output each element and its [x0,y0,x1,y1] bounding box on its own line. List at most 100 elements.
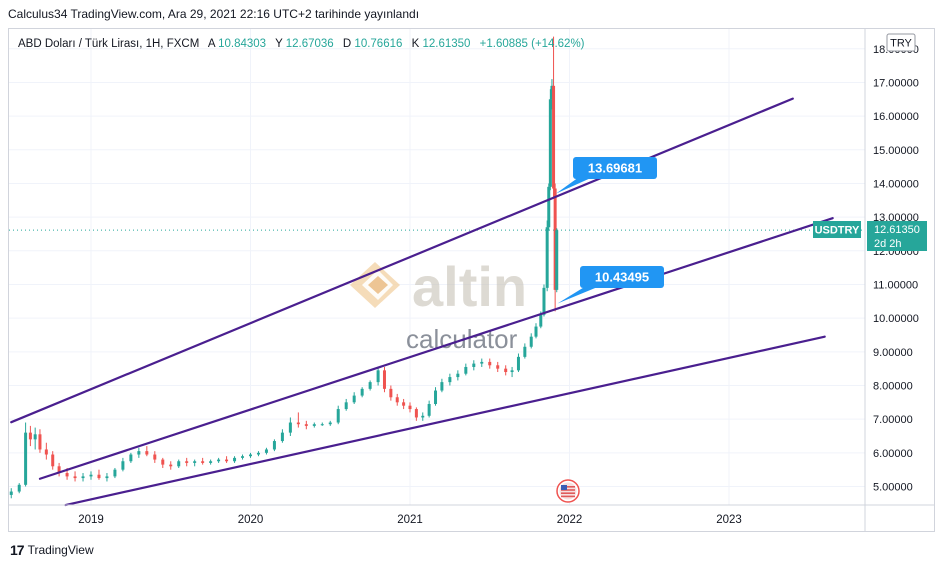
candle-body [402,402,406,406]
candle-body [28,432,32,440]
chart-frame [8,28,935,532]
low-value: 10.76616 [354,38,402,50]
candle-body [185,461,189,463]
candle-body [395,397,399,403]
footer-logo[interactable]: 17 TradingView [10,542,94,558]
candle-body [523,346,527,357]
candle-body [73,476,77,479]
candle-body [539,314,543,327]
candle-body [44,449,48,455]
candle-body [389,388,393,398]
callout-pointer [557,286,600,304]
candle-body [193,461,197,463]
watermark-brand: altin [412,255,527,318]
candle-body [480,361,484,364]
candle-body [427,404,431,416]
candle-body [352,395,356,403]
candle-body [9,491,13,495]
callout-box [580,266,664,288]
symbol-legend: ABD Doları / Türk Lirası, 1H, FXCM A 10.… [18,38,585,50]
candle-body [177,461,181,467]
price-callout: 10.43495 [557,266,664,304]
x-tick-label: 2023 [716,514,742,526]
candle-body [496,365,500,369]
y-tick-label: 5.00000 [873,482,913,494]
candle-body [38,434,42,450]
candle-body [344,402,348,410]
candle-body [89,474,93,477]
candle-body [280,432,284,442]
trendline [10,97,794,424]
candle-body [264,449,268,453]
x-tick-label: 2019 [78,514,104,526]
candle-body [336,409,340,423]
candle-body [464,366,468,374]
tradingview-logo-icon: 17 [10,542,25,558]
candle-body [201,461,205,463]
low-label: D [343,38,351,50]
y-tick-label: 16.00000 [873,111,919,123]
callout-label: 10.43495 [595,270,649,285]
candle-body [97,474,101,479]
y-tick-label: 10.00000 [873,313,919,325]
high-value: 12.67036 [286,38,334,50]
candle-body [81,476,85,479]
callout-label: 13.69681 [588,161,642,176]
candle-body [368,382,372,389]
candle-body [434,390,438,405]
candle-body [105,476,109,479]
candle-body [296,422,300,425]
candle-body [328,422,332,425]
symbol-name: ABD Doları / Türk Lirası, 1H, FXCM [18,38,199,50]
y-tick-label: 7.00000 [873,414,913,426]
candle-body [529,336,533,347]
candle-body [382,370,386,389]
altin-logo-icon [350,262,400,308]
candle-body [217,459,221,462]
candle-body [456,373,460,378]
candle-body [320,424,324,426]
close-label: K [412,38,420,50]
candle-body [113,469,117,477]
candle-body [414,409,418,418]
candle-body [421,415,425,418]
candle-body [33,434,37,440]
candle-body [408,405,412,410]
callout-pointer [555,177,593,194]
candle-body [57,466,61,474]
y-tick-label: 15.00000 [873,145,919,157]
candle-body [440,382,444,391]
candle-body [51,454,55,467]
last-price-badge: USDTRY 12.61350 2d 2h [813,221,927,251]
trendlines-layer [10,97,834,507]
currency-button[interactable]: TRY [886,33,916,52]
candle-body [547,186,551,228]
x-tick-label: 2021 [397,514,423,526]
candle-body [516,356,520,371]
event-marker-us-flag-icon[interactable] [556,479,580,503]
candle-body [137,451,141,455]
candle-body [504,368,508,373]
candle-body [225,459,229,462]
candle-body [510,370,514,373]
candle-body [161,459,165,465]
candle-body [241,456,245,458]
candle-body [272,441,276,450]
candle-body [24,432,28,485]
x-tick-label: 2020 [238,514,264,526]
open-label: A [208,38,216,50]
last-price-value: 12.61350 [874,224,920,236]
candle-body [472,363,476,367]
currency-button-label: TRY [890,38,912,50]
change-value: +1.60885 (+14.62%) [480,38,585,50]
watermark: altin calculator [350,255,527,354]
candle-body [65,473,69,477]
last-price-symbol: USDTRY [815,225,860,237]
grid-layer [9,29,865,505]
x-tick-label: 2022 [557,514,583,526]
candle-body [376,370,380,383]
candle-body [129,454,133,462]
footer-brand: TradingView [27,543,94,557]
y-tick-label: 6.00000 [873,448,913,460]
